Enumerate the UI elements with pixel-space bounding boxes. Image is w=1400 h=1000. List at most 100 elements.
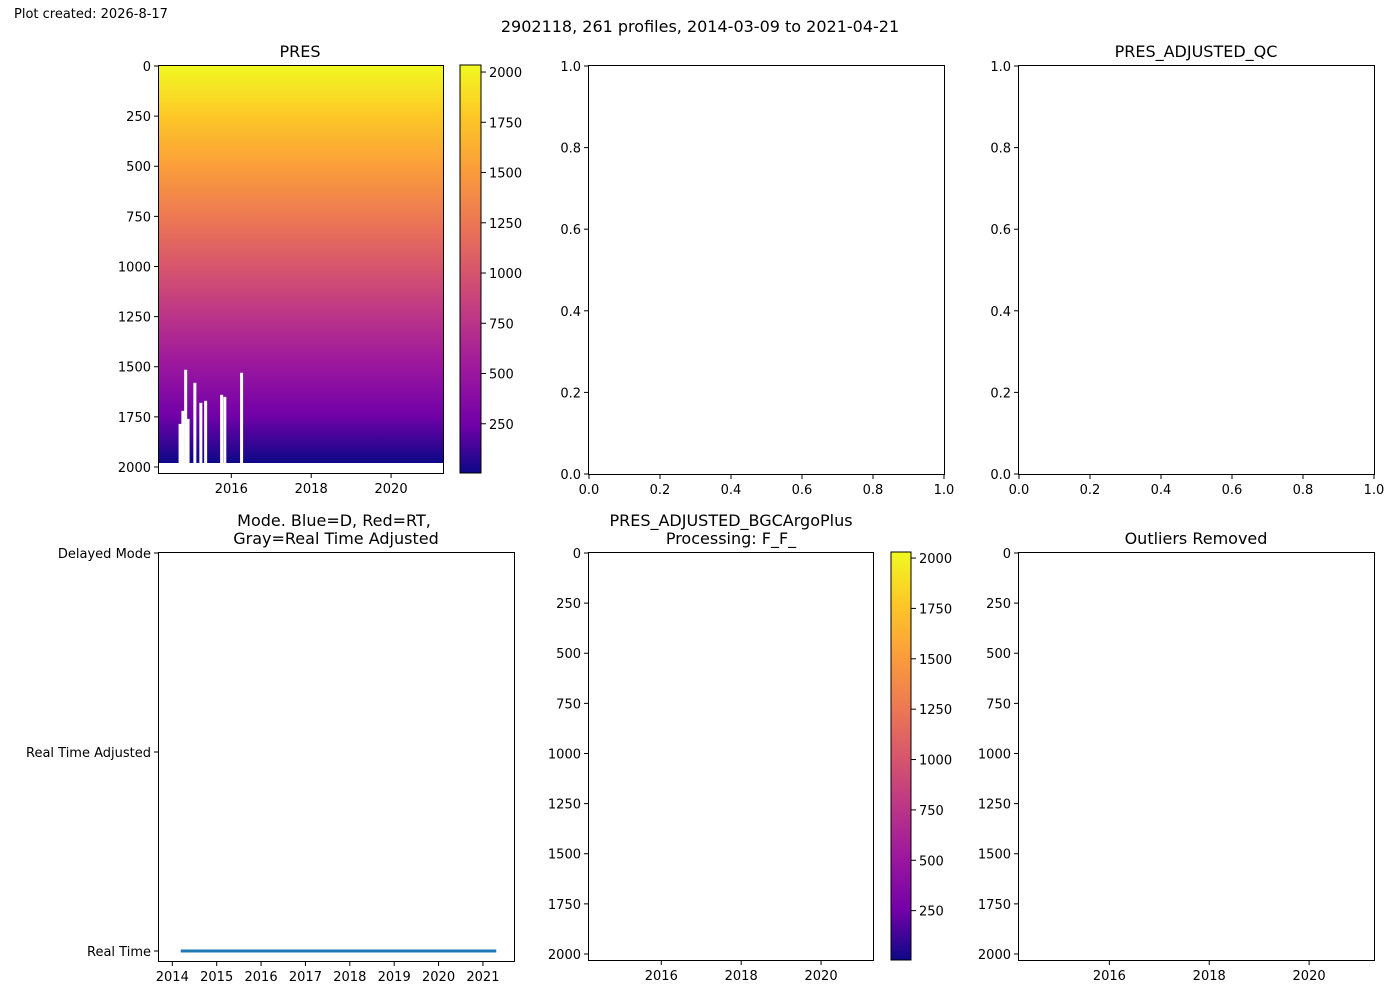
panel-pres-title: PRES: [279, 42, 320, 61]
mode-xtick-label: 2018: [333, 970, 366, 985]
empty-xtick-label: 0.0: [579, 483, 600, 498]
empty-axes-frame: [588, 65, 945, 475]
bgc-ytick-label: 0: [573, 547, 581, 562]
panel-pres-adjusted-bgc: PRES_ADJUSTED_BGCArgoPlus Processing: F_…: [548, 511, 952, 984]
panel-mode-title-line1: Mode. Blue=D, Red=RT,: [237, 511, 431, 530]
pres-gap: [193, 382, 197, 473]
qc-ytick-label: 0.0: [990, 468, 1011, 483]
outliers-ytick-label: 500: [986, 647, 1011, 662]
outliers-ytick-label: 2000: [978, 948, 1011, 963]
panel-outliers: Outliers Removed 0 250 500 750 1000 1250 1500 1…: [978, 529, 1375, 984]
mode-axes-frame: [158, 552, 515, 962]
outliers-axes-frame: [1018, 552, 1375, 961]
qc-ytick-label: 0.8: [990, 142, 1011, 157]
pres-gap: [204, 400, 208, 473]
bgc-xtick-label: 2020: [805, 969, 838, 984]
pres-cbar-tick-label: 1000: [489, 267, 522, 282]
pres-ytick-label: 1500: [118, 361, 151, 376]
outliers-ytick-label: 750: [986, 697, 1011, 712]
pres-ytick-label: 0: [143, 60, 151, 75]
pres-gap: [184, 369, 188, 473]
pres-gap: [240, 372, 244, 473]
bgc-ytick-label: 1000: [548, 747, 581, 762]
mode-xtick-label: 2014: [156, 970, 189, 985]
outliers-ytick-label: 250: [986, 597, 1011, 612]
pres-cbar-tick-label: 750: [489, 317, 514, 332]
mode-xtick-label: 2016: [245, 970, 278, 985]
mode-xtick-label: 2015: [200, 970, 233, 985]
qc-xtick-label: 0.0: [1009, 483, 1030, 498]
qc-axes-frame: [1018, 65, 1375, 475]
pres-cbar-tick-label: 250: [489, 418, 514, 433]
bgc-axes-frame: [588, 552, 874, 961]
pres-gap: [223, 396, 227, 473]
pres-cbar-tick-label: 1750: [489, 116, 522, 131]
panel-qc-title: PRES_ADJUSTED_QC: [1115, 42, 1278, 62]
pres-gap: [178, 423, 182, 473]
pres-ytick-label: 1000: [118, 260, 151, 275]
pres-ytick-label: 2000: [118, 461, 151, 476]
panel-mode-title-line2: Gray=Real Time Adjusted: [233, 529, 439, 548]
mode-xtick-label: 2021: [466, 970, 499, 985]
pres-gap: [186, 418, 190, 473]
pres-cbar-tick-label: 500: [489, 368, 514, 383]
bgc-ytick-label: 2000: [548, 948, 581, 963]
empty-xtick-label: 1.0: [934, 483, 955, 498]
bgc-ytick-label: 250: [556, 597, 581, 612]
outliers-ytick-label: 1500: [978, 848, 1011, 863]
panel-outliers-title: Outliers Removed: [1125, 529, 1268, 548]
bgc-cbar-tick-label: 1500: [919, 653, 952, 668]
qc-xtick-label: 0.6: [1222, 483, 1243, 498]
pres-heatmap-field: [159, 66, 443, 463]
outliers-xtick-label: 2018: [1193, 969, 1226, 984]
empty-ytick-label: 0.2: [560, 386, 581, 401]
pres-ytick-label: 500: [126, 160, 151, 175]
pres-xtick-label: 2018: [295, 482, 328, 497]
panel-bgc-title-line1: PRES_ADJUSTED_BGCArgoPlus: [609, 511, 852, 531]
empty-ytick-label: 1.0: [560, 60, 581, 75]
outliers-xtick-label: 2020: [1293, 969, 1326, 984]
pres-xtick-label: 2020: [375, 482, 408, 497]
outliers-ytick-label: 0: [1003, 547, 1011, 562]
pres-ytick-label: 1750: [118, 411, 151, 426]
pres-ytick-label: 750: [126, 210, 151, 225]
plot-created-note: Plot created: 2026-8-17: [14, 7, 168, 22]
pres-xtick-label: 2016: [215, 482, 248, 497]
bgc-ytick-label: 750: [556, 697, 581, 712]
bgc-cbar-tick-label: 250: [919, 905, 944, 920]
bgc-xtick-label: 2016: [645, 969, 678, 984]
mode-ytick-label: Delayed Mode: [58, 547, 151, 562]
outliers-xtick-label: 2016: [1093, 969, 1126, 984]
empty-xtick-label: 0.4: [721, 483, 742, 498]
panel-mode: Mode. Blue=D, Red=RT, Gray=Real Time Adj…: [26, 511, 515, 985]
qc-xtick-label: 0.8: [1293, 483, 1314, 498]
bgc-cbar-tick-label: 2000: [919, 552, 952, 567]
bgc-cbar-tick-label: 500: [919, 854, 944, 869]
pres-gap: [159, 464, 443, 473]
mode-ytick-label: Real Time Adjusted: [26, 746, 151, 761]
pres-heatmap-gaps: [159, 369, 443, 473]
qc-xtick-label: 0.2: [1080, 483, 1101, 498]
empty-ytick-label: 0.8: [560, 142, 581, 157]
bgc-cbar-tick-label: 750: [919, 804, 944, 819]
pres-cbar-tick-label: 2000: [489, 66, 522, 81]
empty-ytick-label: 0.0: [560, 468, 581, 483]
empty-xtick-label: 0.6: [792, 483, 813, 498]
qc-ytick-label: 0.2: [990, 386, 1011, 401]
bgc-xtick-label: 2018: [725, 969, 758, 984]
mode-ytick-label: Real Time: [87, 945, 151, 960]
pres-cbar-tick-label: 1250: [489, 217, 522, 232]
outliers-ytick-label: 1000: [978, 747, 1011, 762]
pres-ytick-label: 1250: [118, 311, 151, 326]
qc-ytick-label: 1.0: [990, 60, 1011, 75]
bgc-cbar-tick-label: 1750: [919, 602, 952, 617]
outliers-ytick-label: 1250: [978, 798, 1011, 813]
panel-bgc-title-line2: Processing: F_F_: [666, 529, 797, 549]
qc-ytick-label: 0.6: [990, 223, 1011, 238]
empty-ytick-label: 0.6: [560, 223, 581, 238]
bgc-colorbar: [890, 551, 912, 961]
mode-xtick-label: 2017: [289, 970, 322, 985]
bgc-ytick-label: 1250: [548, 798, 581, 813]
pres-gap: [199, 402, 203, 473]
